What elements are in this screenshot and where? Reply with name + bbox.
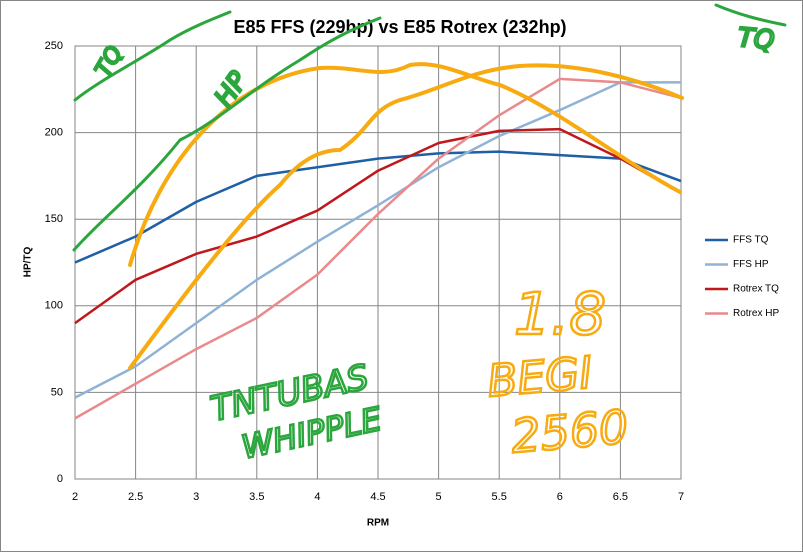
y-tick-label: 250 [45, 40, 63, 52]
legend-label: Rotrex TQ [733, 284, 779, 295]
x-tick-label: 3.5 [249, 491, 264, 503]
handwritten-note: 1.8 [514, 280, 606, 348]
x-tick-label: 4.5 [370, 491, 385, 503]
y-tick-label: 100 [45, 300, 63, 312]
plot-area: 0 50 100 150 200 250 2 2.5 3 3.5 4 4.5 5 5.5 6 6.5 7 [45, 40, 684, 503]
y-tick-label: 200 [45, 127, 63, 139]
scribble [128, 62, 682, 267]
handwritten-note: 2560 [509, 400, 630, 464]
series-line [74, 77, 682, 420]
x-tick-label: 6.5 [613, 491, 628, 503]
x-axis-label: RPM [367, 518, 389, 529]
y-axis-label: HP/TQ [23, 247, 34, 278]
scribble [714, 3, 787, 27]
x-tick-label: 4 [314, 491, 320, 503]
handwritten-note: TQ [737, 23, 776, 56]
x-tick-label: 5.5 [492, 491, 507, 503]
x-tick-label: 2.5 [128, 491, 143, 503]
legend-label: FFS TQ [733, 235, 769, 246]
series-line [74, 81, 681, 399]
y-tick-label: 150 [45, 213, 63, 225]
legend-label: FFS HP [733, 259, 769, 270]
scribble [72, 16, 382, 252]
scribbles [72, 3, 787, 370]
series-line [74, 127, 682, 325]
scribble [73, 10, 232, 102]
x-tick-label: 5 [436, 491, 442, 503]
x-tick-label: 6 [557, 491, 563, 503]
handwritten-note: BEGI [485, 348, 594, 408]
x-tick-label: 3 [193, 491, 199, 503]
x-tick-label: 2 [72, 491, 78, 503]
chart-title: E85 FFS (229hp) vs E85 Rotrex (232hp) [233, 17, 566, 37]
scribble [128, 63, 684, 370]
series-line [74, 150, 682, 264]
y-tick-label: 0 [57, 473, 63, 485]
x-tick-label: 7 [678, 491, 684, 503]
y-tick-label: 50 [51, 386, 63, 398]
legend-label: Rotrex HP [733, 308, 779, 319]
